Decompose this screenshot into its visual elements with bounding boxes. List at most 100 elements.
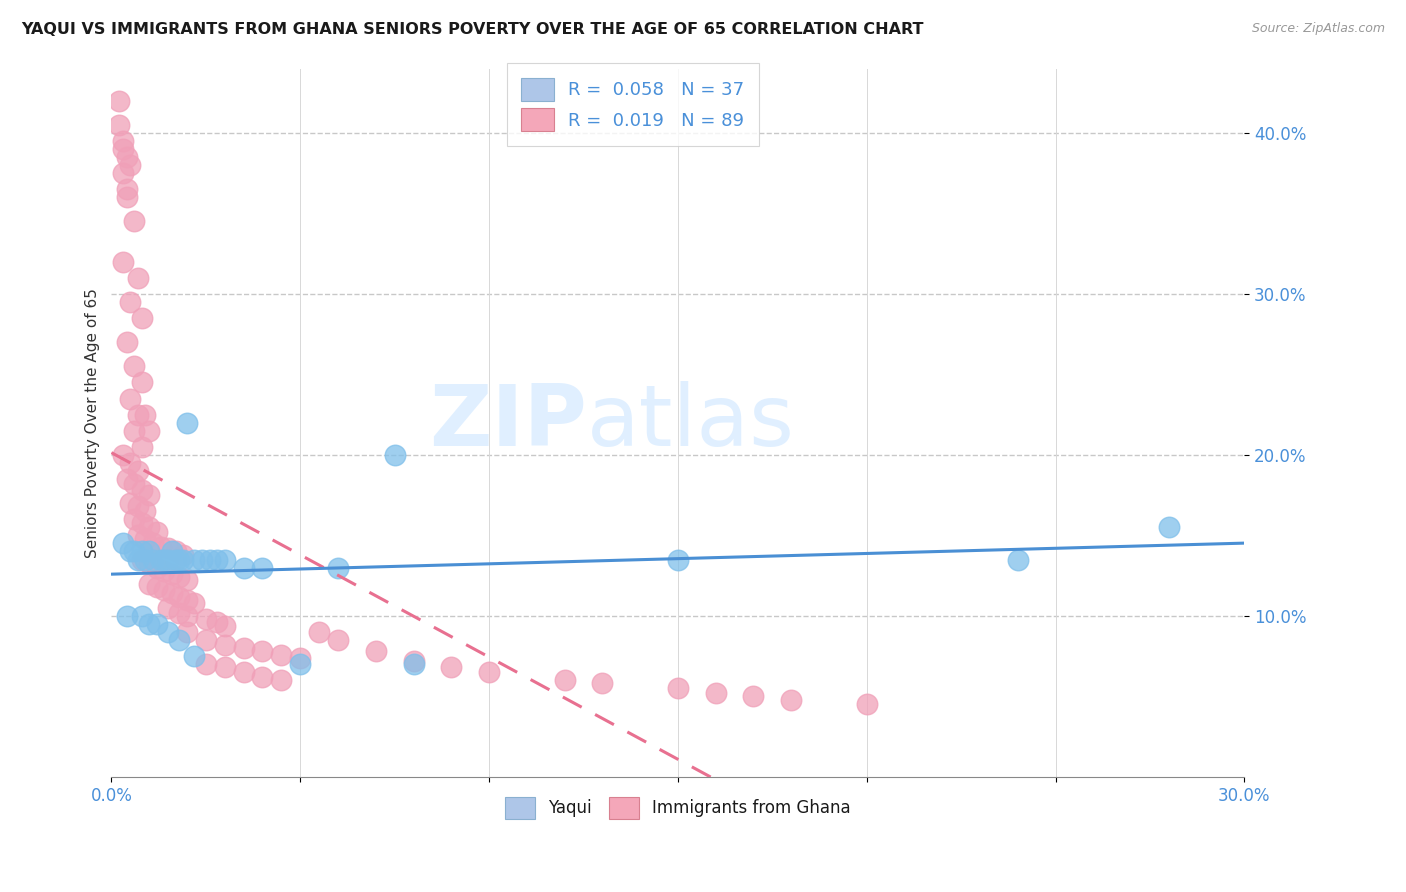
- Point: [326, 560, 349, 574]
- Point: [115, 190, 138, 204]
- Point: [127, 500, 149, 514]
- Point: [145, 616, 167, 631]
- Text: Source: ZipAtlas.com: Source: ZipAtlas.com: [1251, 22, 1385, 36]
- Point: [855, 698, 877, 712]
- Point: [127, 408, 149, 422]
- Point: [1157, 520, 1180, 534]
- Point: [290, 657, 312, 672]
- Point: [440, 660, 463, 674]
- Point: [115, 608, 138, 623]
- Point: [111, 142, 134, 156]
- Text: ZIP: ZIP: [429, 381, 588, 464]
- Point: [252, 560, 274, 574]
- Point: [666, 681, 689, 696]
- Point: [704, 686, 727, 700]
- Point: [157, 624, 180, 639]
- Point: [153, 564, 176, 578]
- Point: [478, 665, 501, 680]
- Point: [122, 214, 145, 228]
- Point: [402, 657, 425, 672]
- Point: [111, 134, 134, 148]
- Point: [176, 608, 198, 623]
- Point: [205, 552, 228, 566]
- Point: [160, 544, 183, 558]
- Point: [169, 552, 191, 566]
- Point: [131, 483, 153, 498]
- Point: [127, 464, 149, 478]
- Point: [214, 552, 236, 566]
- Point: [138, 520, 160, 534]
- Point: [252, 644, 274, 658]
- Point: [153, 552, 176, 566]
- Point: [232, 641, 254, 656]
- Point: [1007, 552, 1029, 566]
- Point: [165, 544, 187, 558]
- Point: [127, 552, 149, 566]
- Point: [120, 456, 142, 470]
- Point: [120, 544, 142, 558]
- Point: [270, 673, 292, 688]
- Point: [157, 600, 180, 615]
- Point: [115, 335, 138, 350]
- Point: [290, 650, 312, 665]
- Point: [108, 94, 131, 108]
- Point: [205, 615, 228, 630]
- Point: [157, 541, 180, 556]
- Point: [153, 583, 176, 598]
- Point: [142, 552, 165, 566]
- Point: [270, 648, 292, 662]
- Point: [176, 592, 198, 607]
- Point: [149, 552, 172, 566]
- Point: [183, 552, 205, 566]
- Point: [176, 416, 198, 430]
- Point: [232, 560, 254, 574]
- Point: [122, 424, 145, 438]
- Text: atlas: atlas: [588, 381, 796, 464]
- Point: [780, 692, 803, 706]
- Point: [127, 270, 149, 285]
- Point: [308, 624, 330, 639]
- Point: [138, 556, 160, 570]
- Point: [138, 576, 160, 591]
- Point: [172, 552, 194, 566]
- Point: [127, 528, 149, 542]
- Point: [402, 654, 425, 668]
- Point: [142, 536, 165, 550]
- Point: [145, 525, 167, 540]
- Point: [111, 448, 134, 462]
- Point: [131, 608, 153, 623]
- Point: [111, 166, 134, 180]
- Text: YAQUI VS IMMIGRANTS FROM GHANA SENIORS POVERTY OVER THE AGE OF 65 CORRELATION CH: YAQUI VS IMMIGRANTS FROM GHANA SENIORS P…: [21, 22, 924, 37]
- Point: [120, 496, 142, 510]
- Point: [115, 182, 138, 196]
- Point: [666, 552, 689, 566]
- Point: [131, 552, 153, 566]
- Point: [214, 618, 236, 632]
- Point: [134, 504, 156, 518]
- Point: [134, 552, 156, 566]
- Point: [169, 606, 191, 620]
- Point: [122, 359, 145, 374]
- Point: [160, 567, 183, 582]
- Point: [122, 512, 145, 526]
- Point: [176, 624, 198, 639]
- Point: [138, 424, 160, 438]
- Point: [115, 472, 138, 486]
- Point: [172, 548, 194, 562]
- Point: [122, 476, 145, 491]
- Point: [169, 570, 191, 584]
- Point: [191, 552, 214, 566]
- Point: [120, 158, 142, 172]
- Point: [131, 440, 153, 454]
- Point: [145, 560, 167, 574]
- Point: [120, 295, 142, 310]
- Point: [198, 552, 221, 566]
- Point: [214, 638, 236, 652]
- Point: [131, 311, 153, 326]
- Point: [591, 676, 613, 690]
- Point: [160, 586, 183, 600]
- Point: [169, 590, 191, 604]
- Y-axis label: Seniors Poverty Over the Age of 65: Seniors Poverty Over the Age of 65: [86, 288, 100, 558]
- Point: [194, 657, 217, 672]
- Point: [169, 633, 191, 648]
